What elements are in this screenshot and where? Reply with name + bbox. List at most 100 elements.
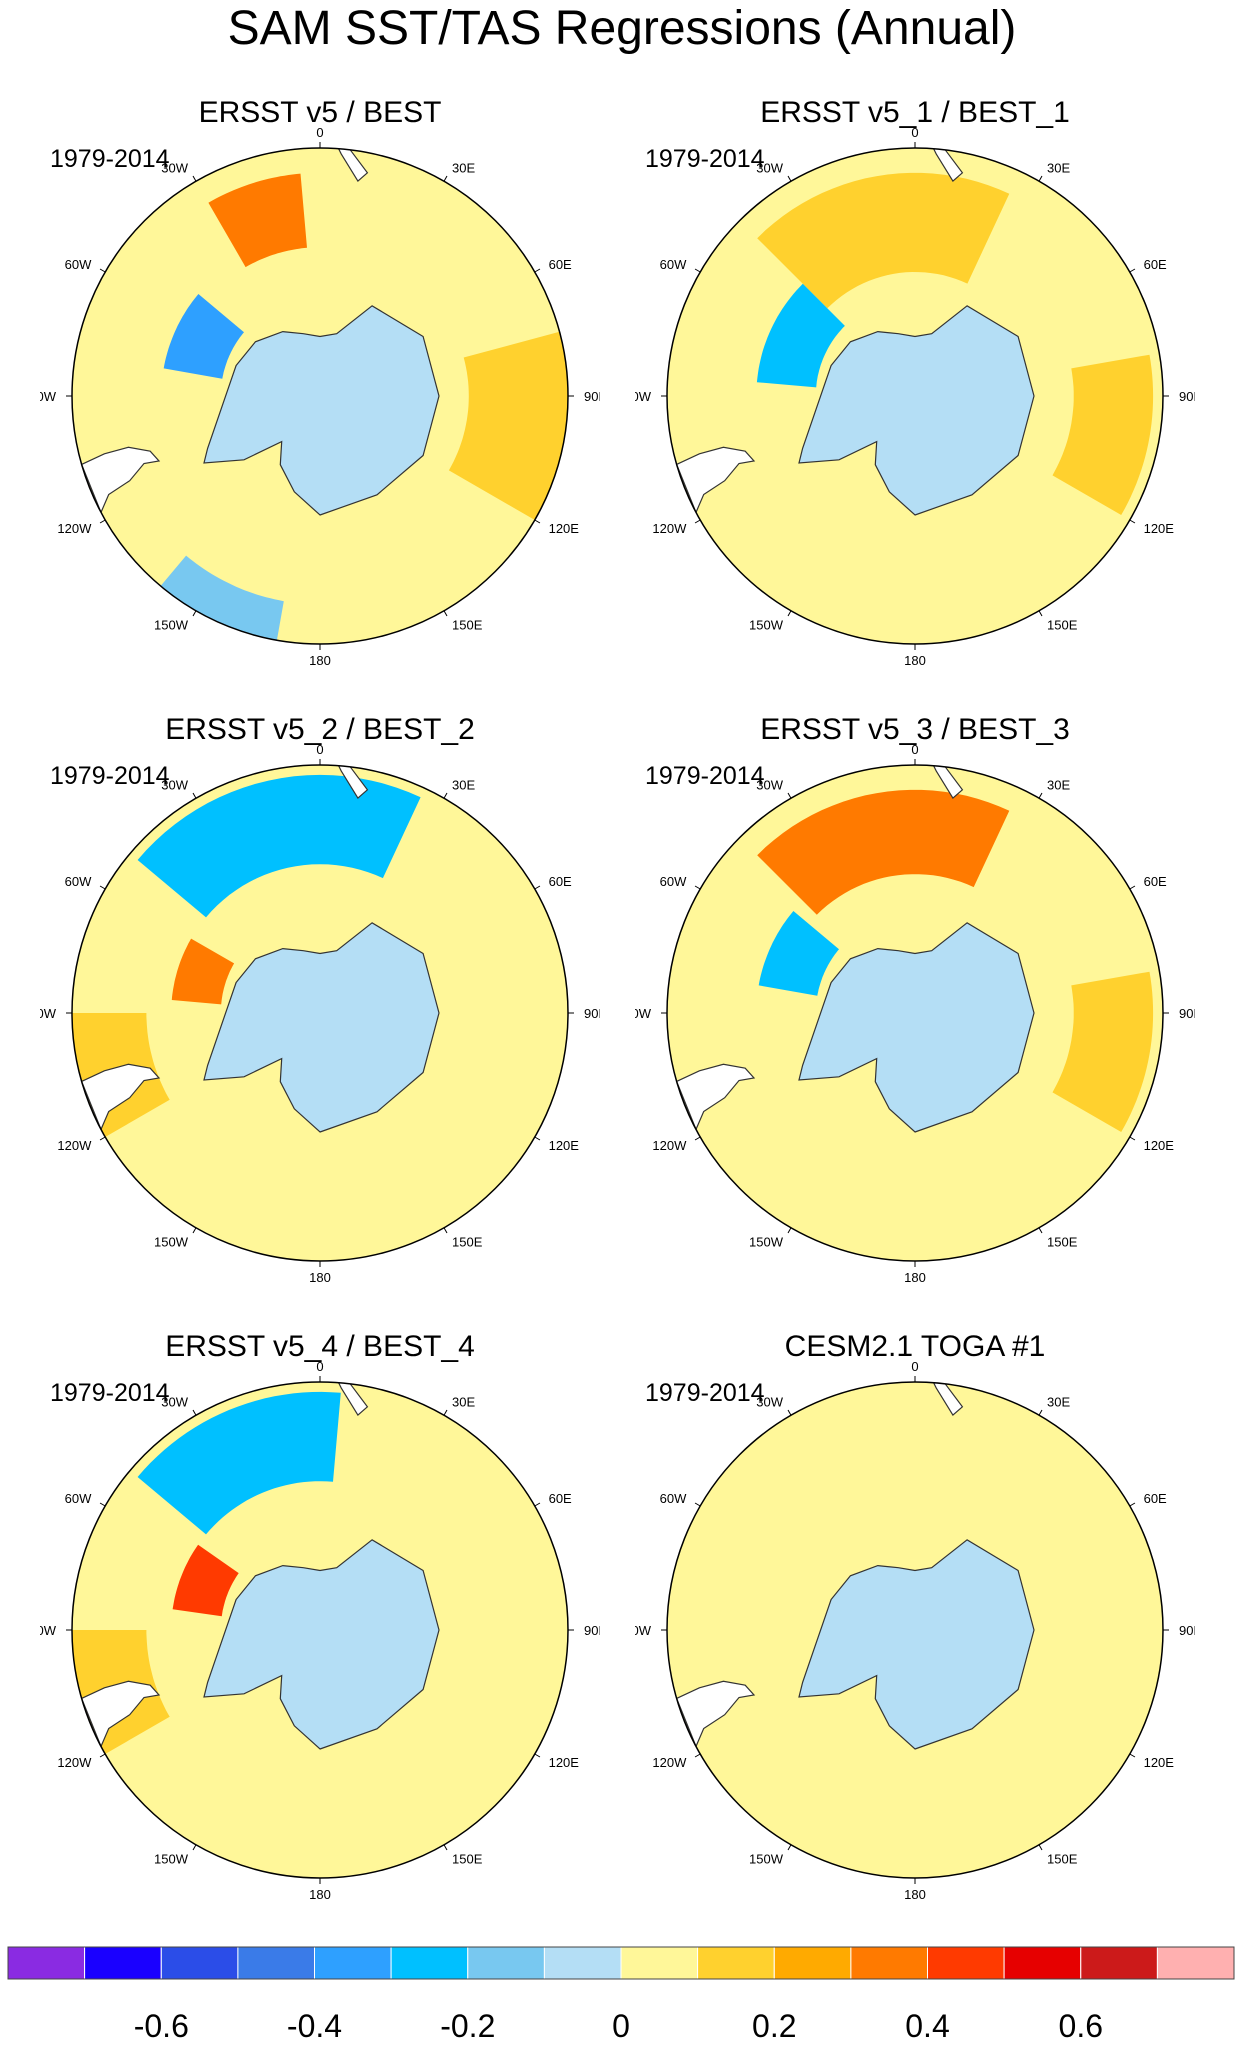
longitude-tick [694,1502,701,1507]
longitude-tick [787,1844,792,1851]
map-panel-3: ERSST v5_2 / BEST_2 1979-2014 0 30E 60E 90E… [40,712,600,1312]
longitude-tick [1038,792,1043,799]
south-africa-land [406,645,493,662]
longitude-label: 0 [316,1359,323,1374]
longitude-label: 0 [911,742,918,757]
anomaly-region [1052,971,1154,1132]
longitude-label: 30E [1047,777,1070,792]
longitude-label: 120W [652,1755,687,1770]
longitude-tick [1038,1227,1043,1234]
anomaly-region [172,1544,239,1617]
colorbar-swatch [543,1946,622,1980]
south-africa-land [1001,1262,1088,1279]
anomaly-region [758,911,839,996]
longitude-label: 180 [904,1887,926,1902]
colorbar-tick-label: 0.2 [752,2008,796,2044]
colorbar-swatch [7,1946,86,1980]
map-panel-6: CESM2.1 TOGA #1 1979-2014 0 30E 60E 90E 120E… [635,1329,1195,1929]
longitude-tick [787,610,792,617]
longitude-tick [99,885,106,890]
map-panel-2: ERSST v5_1 / BEST_1 1979-2014 0 30E 60E 90E… [635,95,1195,695]
colorbar-tick-label: 0.4 [905,2008,949,2044]
longitude-label: 90W [635,1006,652,1021]
south-africa-land [406,1262,493,1279]
colorbar-swatch [237,1946,315,1980]
colorbar-swatch [773,1946,852,1980]
colorbar-tick-label: 0 [612,2008,630,2044]
longitude-tick [99,519,106,524]
longitude-label: 90W [40,1623,57,1638]
anomaly-region [137,1391,341,1535]
longitude-label: 60E [1144,874,1167,889]
longitude-label: 90W [40,1006,57,1021]
panel-period: 1979-2014 [50,145,170,173]
longitude-label: 30W [756,160,783,175]
figure-title: SAM SST/TAS Regressions (Annual) [227,2,1017,55]
longitude-label: 150E [1047,618,1078,633]
anomaly-region [448,331,568,520]
colorbar-swatch [1080,1946,1158,1980]
longitude-label: 30W [756,777,783,792]
longitude-tick [443,1844,448,1851]
longitude-label: 30E [1047,160,1070,175]
polar-map: 0 30E 60E 90E 120E 150E 180 150W 120W 90W 60W 30W [40,742,600,1285]
longitude-label: 30E [452,160,475,175]
longitude-label: 120W [652,1138,687,1153]
longitude-tick [443,792,448,799]
longitude-label: 30W [161,160,188,175]
longitude-tick [99,1502,106,1507]
longitude-label: 90W [40,389,57,404]
panel-title: ERSST v5_2 / BEST_2 [165,713,475,746]
longitude-label: 150E [1047,1235,1078,1250]
longitude-tick [443,175,448,182]
colorbar-swatch [620,1946,699,1980]
longitude-label: 60W [660,1491,687,1506]
south-africa-land [1001,1879,1088,1896]
anomaly-region [208,173,307,268]
longitude-label: 90E [1179,1006,1195,1021]
antarctica-land [798,1539,1035,1750]
longitude-tick [192,1844,197,1851]
longitude-tick [1129,885,1136,890]
longitude-tick [443,1227,448,1234]
south-america-land [675,1063,756,1131]
south-america-land [80,446,161,514]
longitude-label: 120E [1144,1755,1175,1770]
longitude-label: 150E [452,1235,483,1250]
colorbar-frame [7,1946,1235,1980]
colorbar-swatch [850,1946,929,1980]
panel-period: 1979-2014 [50,1379,170,1407]
longitude-tick [192,1409,197,1416]
longitude-tick [99,268,106,273]
longitude-tick [1129,1753,1136,1758]
anomaly-region [757,172,1010,309]
polar-map: 0 30E 60E 90E 120E 150E 180 150W 120W 90W 60W 30W [40,125,600,668]
antarctica-land [203,1539,440,1750]
longitude-tick [1129,1136,1136,1141]
longitude-label: 120W [652,521,687,536]
polar-map: 0 30E 60E 90E 120E 150E 180 150W 120W 90W 60W 30W [40,1359,600,1902]
longitude-label: 180 [309,1270,331,1285]
anomaly-region [171,938,235,1005]
colorbar-tick-label: -0.2 [440,2008,495,2044]
longitude-label: 90W [635,1623,652,1638]
south-america-land [80,1680,161,1748]
longitude-tick [694,1753,701,1758]
colorbar-swatch [1156,1946,1235,1980]
longitude-tick [443,610,448,617]
longitude-tick [534,1753,541,1758]
longitude-label: 90E [1179,389,1195,404]
longitude-label: 60E [549,257,572,272]
colorbar-swatch [467,1946,545,1980]
south-america-land [675,446,756,514]
colorbar-swatch [314,1946,392,1980]
panel-title: ERSST v5 / BEST [198,96,442,129]
longitude-label: 0 [911,1359,918,1374]
longitude-tick [1038,175,1043,182]
south-africa-land [1001,645,1088,662]
longitude-tick [443,1409,448,1416]
longitude-label: 90E [584,1623,600,1638]
longitude-tick [534,1136,541,1141]
longitude-label: 60E [549,874,572,889]
polar-map: 0 30E 60E 90E 120E 150E 180 150W 120W 90W 60W 30W [635,742,1195,1285]
